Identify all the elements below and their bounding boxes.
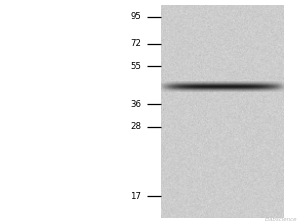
Text: Elabscience: Elabscience [265,217,297,222]
Text: 95: 95 [130,12,141,21]
Text: 17: 17 [130,192,141,200]
Text: 55: 55 [130,62,141,71]
Text: 36: 36 [130,100,141,109]
Text: 72: 72 [130,39,141,48]
Text: 28: 28 [130,122,141,131]
